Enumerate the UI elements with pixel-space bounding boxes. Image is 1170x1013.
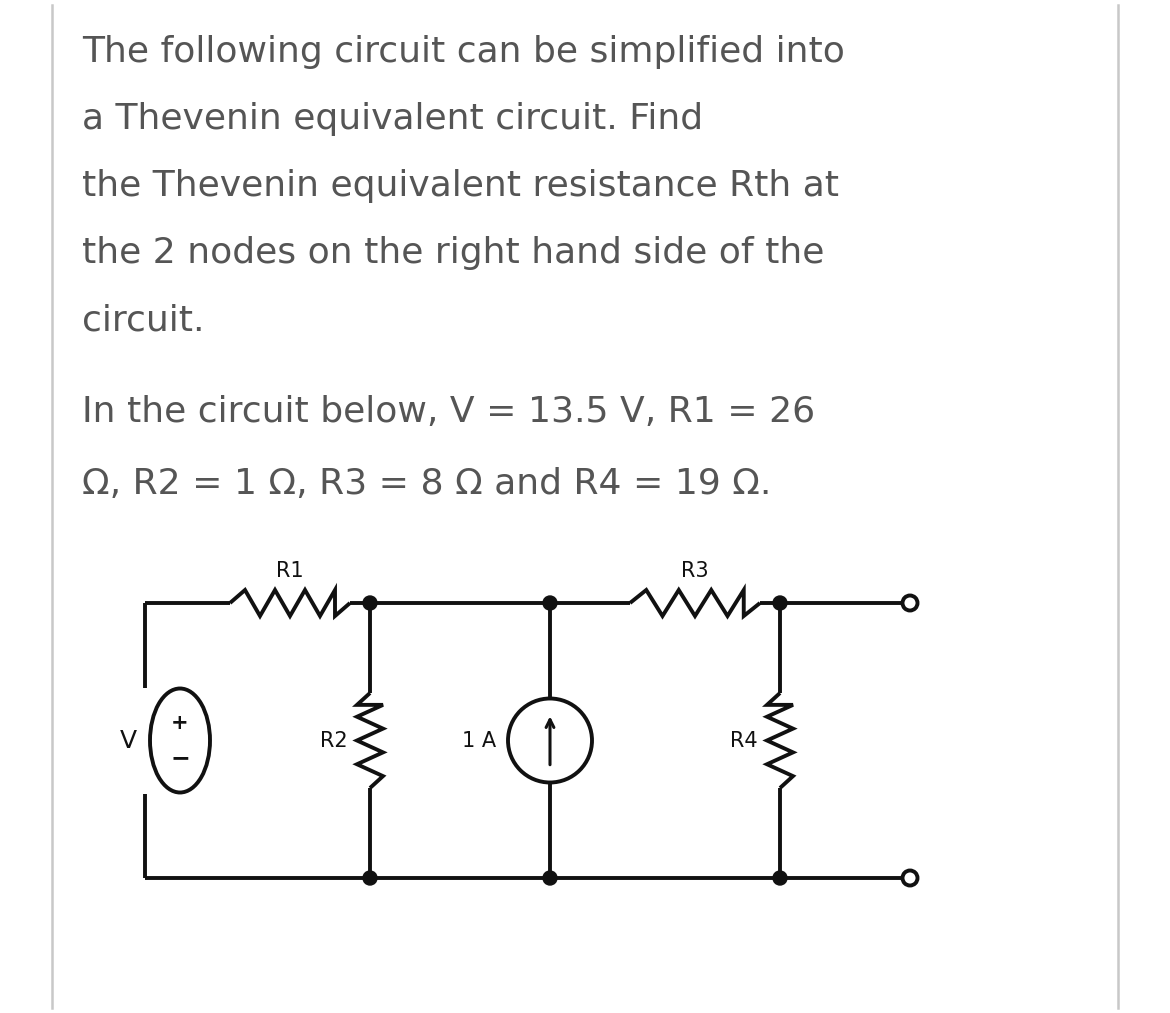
Circle shape xyxy=(543,871,557,885)
Text: the 2 nodes on the right hand side of the: the 2 nodes on the right hand side of th… xyxy=(82,236,825,270)
Text: In the circuit below, V = 13.5 V, R1 = 26: In the circuit below, V = 13.5 V, R1 = 2… xyxy=(82,395,815,428)
Circle shape xyxy=(543,596,557,610)
Text: the Thevenin equivalent resistance Rth at: the Thevenin equivalent resistance Rth a… xyxy=(82,169,839,203)
Text: +: + xyxy=(171,712,188,732)
Text: R2: R2 xyxy=(321,730,347,751)
Circle shape xyxy=(902,870,917,885)
Text: −: − xyxy=(170,747,190,771)
Text: The following circuit can be simplified into: The following circuit can be simplified … xyxy=(82,35,845,69)
Text: circuit.: circuit. xyxy=(82,303,205,337)
Text: R4: R4 xyxy=(730,730,758,751)
Circle shape xyxy=(363,871,377,885)
Text: R1: R1 xyxy=(276,561,304,581)
Text: R3: R3 xyxy=(681,561,709,581)
Text: a Thevenin equivalent circuit. Find: a Thevenin equivalent circuit. Find xyxy=(82,102,703,136)
Circle shape xyxy=(363,596,377,610)
Text: V: V xyxy=(119,728,137,753)
Circle shape xyxy=(902,596,917,611)
Circle shape xyxy=(773,596,787,610)
Circle shape xyxy=(773,871,787,885)
Text: 1 A: 1 A xyxy=(462,730,496,751)
Text: Ω, R2 = 1 Ω, R3 = 8 Ω and R4 = 19 Ω.: Ω, R2 = 1 Ω, R3 = 8 Ω and R4 = 19 Ω. xyxy=(82,467,771,501)
